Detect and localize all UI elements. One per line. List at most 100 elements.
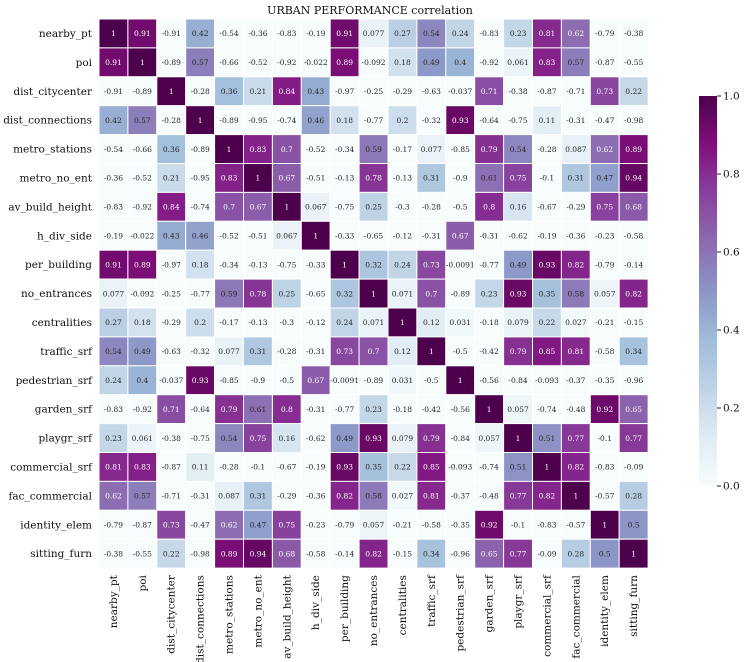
row-tick-label: playgr_srf xyxy=(38,433,93,445)
heatmap-cell xyxy=(618,163,649,193)
cell-value-label: -0.62 xyxy=(508,231,527,240)
heatmap-cell xyxy=(300,278,331,309)
cell-value-label: -0.84 xyxy=(451,434,470,443)
cell-value-label: -0.75 xyxy=(277,260,296,269)
heatmap-cell xyxy=(358,249,389,280)
cell-value-label: 0.79 xyxy=(510,347,527,356)
cell-value-label: 0.81 xyxy=(423,492,440,501)
cell-value-label: -0.48 xyxy=(566,405,585,414)
cell-value-label: 0.24 xyxy=(105,376,122,385)
heatmap-cell xyxy=(156,47,187,78)
column-tick-label: no_entrances xyxy=(368,575,380,646)
cell-value-label: 0.079 xyxy=(392,434,414,443)
column-tick-label: nearby_pt xyxy=(108,574,120,628)
heatmap-cell xyxy=(387,105,418,136)
cell-value-label: -0.093 xyxy=(448,463,472,472)
cell-value-label: -0.56 xyxy=(480,376,499,385)
cell-value-label: 0.73 xyxy=(336,347,353,356)
cell-value-label: -0.38 xyxy=(624,29,643,38)
cell-value-label: -0.32 xyxy=(191,347,210,356)
cell-value-label: -0.91 xyxy=(104,87,123,96)
cell-value-label: 0.031 xyxy=(450,318,471,327)
heatmap-cell xyxy=(358,18,389,49)
heatmap-cell xyxy=(329,191,360,222)
cell-value-label: -0.79 xyxy=(595,29,614,38)
column-labels: nearby_pt poi dist_citycenter dist_connecti… xyxy=(108,574,640,662)
heatmap-cell xyxy=(185,47,216,78)
cell-value-label: 0.34 xyxy=(625,347,642,356)
heatmap-cell xyxy=(618,365,649,396)
cell-value-label: 0.77 xyxy=(510,492,527,501)
heatmap-cell xyxy=(127,47,158,78)
cell-value-label: 0.43 xyxy=(163,231,180,240)
row-tick-label: centralities xyxy=(32,317,92,329)
heatmap-cell xyxy=(243,538,273,569)
heatmap-cell xyxy=(416,538,447,569)
cell-value-label: 0.27 xyxy=(105,318,122,327)
cell-value-label: -0.74 xyxy=(191,203,210,212)
cell-value-label: 0.67 xyxy=(250,203,267,212)
cell-value-label: -0.83 xyxy=(595,463,614,472)
heatmap-cell xyxy=(445,191,476,222)
cell-value-label: 0.34 xyxy=(423,549,440,558)
cell-value-label: -0.0091 xyxy=(446,260,475,269)
cell-value-label: 0.031 xyxy=(392,376,413,385)
cell-value-label: 0.32 xyxy=(336,289,353,298)
cell-value-label: -0.87 xyxy=(162,463,181,472)
column-tick-label: dist_connections xyxy=(195,575,207,662)
heatmap-cell xyxy=(589,452,620,482)
heatmap-cell xyxy=(271,191,302,222)
cell-value-label: 0.54 xyxy=(105,347,122,356)
heatmap-cell xyxy=(589,538,620,569)
cell-value-label: -0.17 xyxy=(219,318,238,327)
heatmap-cell xyxy=(98,47,129,78)
heatmap-cell xyxy=(589,423,620,454)
cell-value-label: 0.22 xyxy=(394,463,411,472)
heatmap-cell xyxy=(243,220,273,251)
heatmap-cells: 1 0.91 -0.91 0.42 -0.54 -0.36 -0.83 -0.19 0.91 0.… xyxy=(98,18,649,569)
heatmap-cell xyxy=(127,105,158,136)
cell-value-label: -0.19 xyxy=(104,231,123,240)
cell-value-label: 0.81 xyxy=(539,29,556,38)
heatmap-cell xyxy=(329,105,360,136)
cell-value-label: 0.057 xyxy=(594,289,616,298)
cell-value-label: -0.37 xyxy=(566,376,585,385)
cell-value-label: 0.23 xyxy=(510,29,527,38)
heatmap-cell xyxy=(560,278,591,309)
column-tick-label: identity_elem xyxy=(599,575,611,647)
heatmap-cell xyxy=(300,365,331,396)
cell-value-label: 0.89 xyxy=(625,145,642,154)
cell-value-label: 0.78 xyxy=(365,174,382,183)
heatmap-cell xyxy=(589,278,620,309)
cell-value-label: 1 xyxy=(573,492,578,501)
cell-value-label: 0.16 xyxy=(510,203,527,212)
column-tick-label: per_building xyxy=(339,575,351,642)
cell-value-label: 1 xyxy=(313,231,318,240)
cell-value-label: -0.1 xyxy=(511,520,525,529)
heatmap-cell xyxy=(503,134,534,165)
cell-value-label: -0.19 xyxy=(306,463,325,472)
cell-value-label: 0.91 xyxy=(336,29,353,38)
heatmap-cell xyxy=(329,220,360,251)
heatmap-cell xyxy=(618,18,649,49)
cell-value-label: 0.57 xyxy=(134,116,151,125)
heatmap-cell xyxy=(589,76,620,107)
heatmap-cell xyxy=(358,105,389,136)
cell-value-label: 0.5 xyxy=(628,520,640,529)
cell-value-label: 0.18 xyxy=(134,318,151,327)
heatmap-cell xyxy=(214,134,245,165)
cell-value-label: 0.65 xyxy=(481,549,498,558)
cell-value-label: 0.57 xyxy=(192,58,209,67)
cell-value-label: -0.54 xyxy=(104,145,123,154)
cell-value-label: 0.54 xyxy=(423,29,440,38)
heatmap-cell xyxy=(589,191,620,222)
cell-value-label: -0.29 xyxy=(162,318,181,327)
heatmap-cell xyxy=(532,394,562,425)
cell-value-label: -0.15 xyxy=(624,318,643,327)
heatmap-cell xyxy=(156,538,187,569)
heatmap-cell xyxy=(474,452,505,482)
heatmap-cell xyxy=(416,509,447,540)
cell-value-label: 0.32 xyxy=(365,260,382,269)
heatmap-cell xyxy=(185,105,216,136)
cell-value-label: -0.75 xyxy=(191,434,210,443)
